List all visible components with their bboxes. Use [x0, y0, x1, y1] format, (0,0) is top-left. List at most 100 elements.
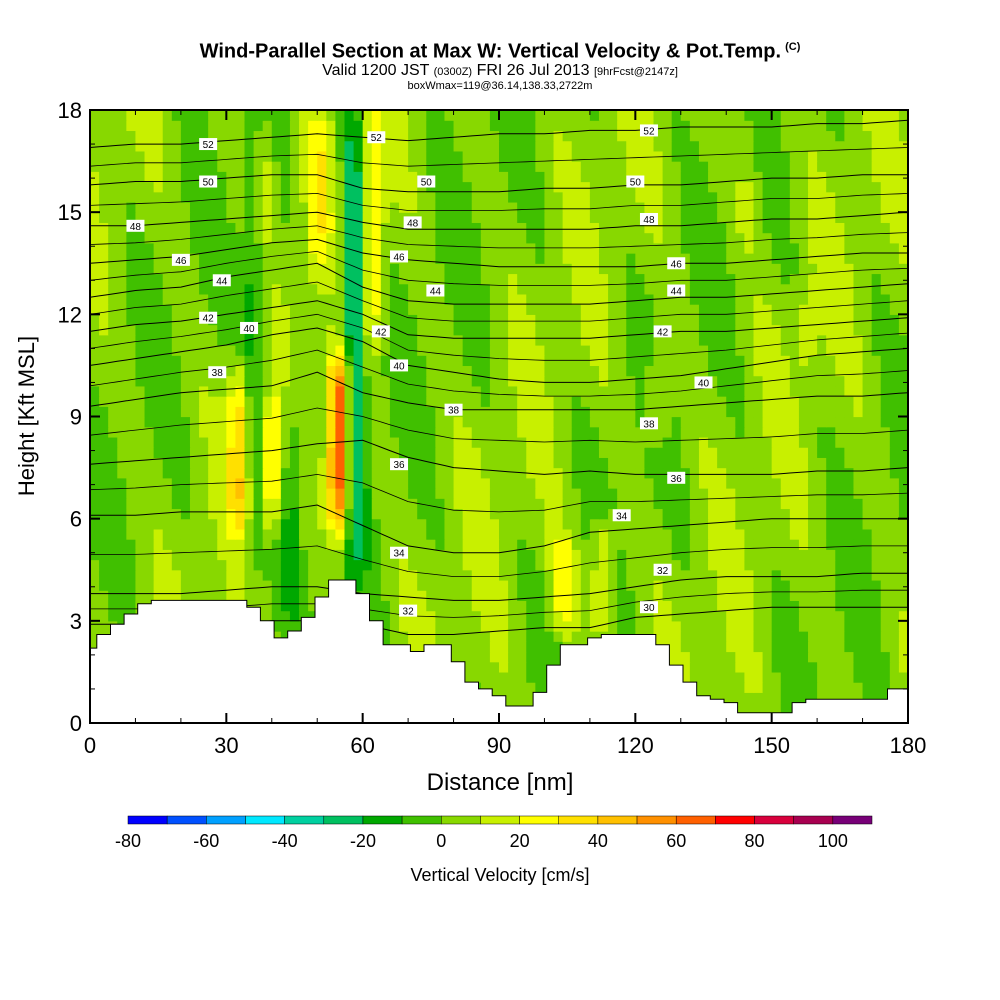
- velocity-cell: [162, 569, 173, 581]
- velocity-cell: [308, 283, 318, 295]
- velocity-cell: [517, 304, 527, 315]
- velocity-cell: [626, 549, 636, 561]
- velocity-cell: [798, 344, 809, 356]
- velocity-cell: [499, 304, 509, 315]
- velocity-cell: [289, 457, 300, 469]
- velocity-cell: [880, 201, 891, 213]
- velocity-cell: [244, 365, 255, 377]
- velocity-cell: [90, 191, 100, 203]
- velocity-cell: [880, 263, 891, 275]
- velocity-cell: [380, 600, 391, 612]
- velocity-cell: [598, 171, 609, 183]
- velocity-cell: [844, 641, 855, 653]
- velocity-cell: [380, 610, 391, 622]
- velocity-cell: [535, 457, 546, 469]
- velocity-cell: [835, 334, 845, 346]
- velocity-cell: [189, 263, 200, 275]
- velocity-cell: [889, 191, 900, 203]
- velocity-cell: [189, 396, 200, 407]
- velocity-cell: [635, 467, 646, 479]
- velocity-cell: [508, 201, 518, 213]
- velocity-cell: [453, 620, 464, 632]
- velocity-cell: [426, 344, 436, 356]
- velocity-cell: [535, 201, 546, 213]
- velocity-cell: [571, 549, 582, 561]
- velocity-cell: [898, 661, 908, 673]
- velocity-cell: [653, 304, 664, 315]
- velocity-cell: [635, 559, 646, 571]
- velocity-cell: [762, 283, 773, 295]
- velocity-cell: [689, 508, 700, 520]
- velocity-cell: [289, 447, 300, 458]
- velocity-cell: [99, 590, 109, 601]
- velocity-cell: [517, 477, 527, 489]
- velocity-cell: [471, 641, 482, 653]
- velocity-cell: [544, 590, 555, 601]
- velocity-cell: [635, 477, 646, 489]
- velocity-cell: [544, 344, 555, 356]
- velocity-cell: [244, 150, 255, 162]
- velocity-cell: [553, 232, 564, 244]
- velocity-cell: [653, 498, 664, 510]
- velocity-cell: [653, 488, 664, 499]
- velocity-cell: [753, 396, 764, 407]
- velocity-cell: [162, 590, 173, 601]
- velocity-cell: [262, 539, 273, 550]
- velocity-cell: [153, 304, 164, 315]
- velocity-cell: [226, 416, 237, 428]
- velocity-cell: [280, 549, 291, 561]
- velocity-cell: [571, 232, 582, 244]
- velocity-cell: [499, 518, 509, 530]
- velocity-cell: [671, 201, 682, 213]
- velocity-cell: [280, 253, 291, 264]
- velocity-cell: [689, 539, 700, 550]
- velocity-cell: [762, 467, 773, 479]
- velocity-cell: [426, 150, 436, 162]
- velocity-cell: [635, 406, 646, 418]
- velocity-cell: [789, 385, 800, 397]
- velocity-cell: [217, 222, 227, 234]
- velocity-cell: [408, 263, 418, 275]
- velocity-cell: [308, 191, 318, 203]
- velocity-cell: [744, 457, 755, 469]
- velocity-cell: [817, 467, 827, 479]
- velocity-cell: [199, 406, 209, 418]
- velocity-cell: [189, 447, 200, 458]
- velocity-cell: [426, 631, 436, 642]
- velocity-cell: [598, 334, 609, 346]
- velocity-cell: [126, 283, 137, 295]
- velocity-cell: [808, 539, 818, 550]
- velocity-cell: [789, 457, 800, 469]
- velocity-cell: [617, 191, 627, 203]
- velocity-cell: [453, 610, 464, 622]
- velocity-cell: [580, 488, 591, 499]
- velocity-cell: [135, 416, 146, 428]
- velocity-cell: [753, 375, 764, 387]
- velocity-cell: [462, 488, 473, 499]
- velocity-cell: [853, 344, 864, 356]
- velocity-cell: [362, 508, 373, 520]
- velocity-cell: [889, 304, 900, 315]
- velocity-cell: [244, 569, 255, 581]
- velocity-cell: [480, 528, 491, 540]
- velocity-cell: [808, 651, 818, 663]
- velocity-cell: [708, 590, 718, 601]
- velocity-cell: [499, 181, 509, 193]
- velocity-cell: [544, 171, 555, 183]
- velocity-cell: [226, 539, 237, 550]
- velocity-cell: [898, 590, 908, 601]
- velocity-cell: [444, 273, 455, 285]
- velocity-cell: [644, 273, 655, 285]
- velocity-cell: [499, 477, 509, 489]
- velocity-cell: [889, 161, 900, 172]
- velocity-cell: [144, 447, 155, 458]
- velocity-cell: [271, 324, 282, 336]
- velocity-cell: [753, 539, 764, 550]
- velocity-cell: [698, 253, 709, 264]
- velocity-cell: [217, 293, 227, 305]
- velocity-cell: [553, 304, 564, 315]
- velocity-cell: [789, 344, 800, 356]
- velocity-cell: [380, 447, 391, 458]
- velocity-cell: [353, 569, 364, 581]
- velocity-cell: [353, 508, 364, 520]
